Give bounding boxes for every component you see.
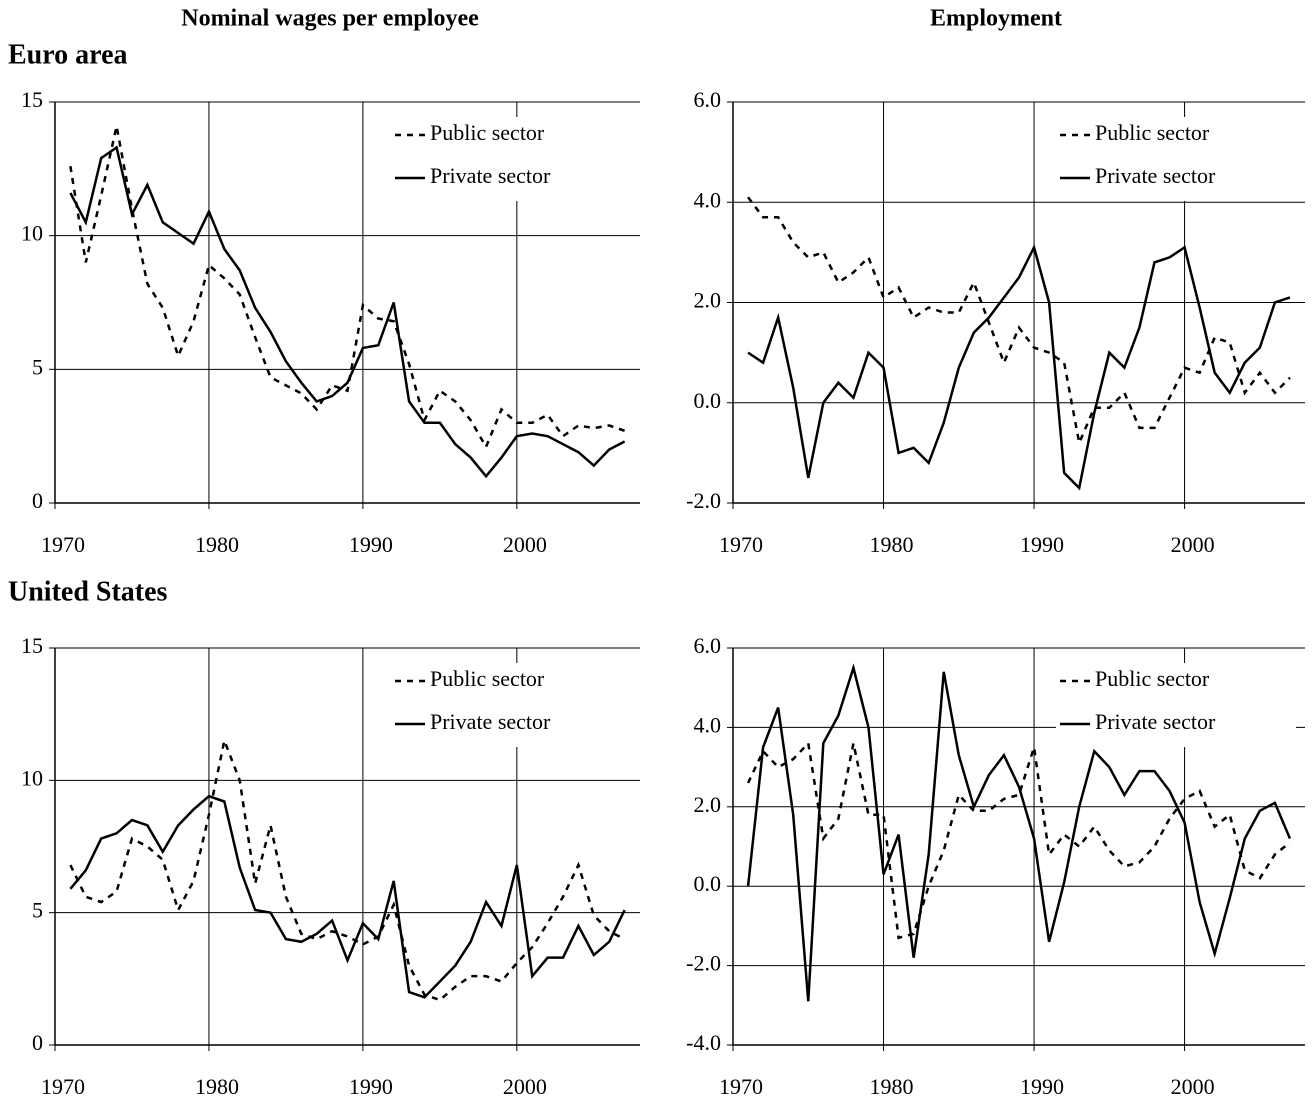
y-tick-label: 0	[32, 1030, 43, 1055]
y-tick-label: 10	[21, 765, 43, 790]
y-tick-label: 2.0	[694, 288, 722, 313]
y-tick-label: 2.0	[694, 792, 722, 817]
series-line	[746, 663, 1292, 1002]
series-line	[69, 736, 626, 1002]
x-tick-label: 1980	[195, 532, 239, 557]
legend-label: Private sector	[430, 163, 551, 188]
x-tick-label: 1970	[719, 532, 763, 557]
x-tick-label: 2000	[503, 532, 547, 557]
y-tick-label: 0	[32, 488, 43, 513]
y-tick-label: 5	[32, 354, 43, 379]
x-tick-label: 1990	[349, 1074, 393, 1099]
y-tick-label: -2.0	[686, 951, 721, 976]
x-tick-label: 1980	[870, 532, 914, 557]
x-tick-label: 2000	[1171, 532, 1215, 557]
y-tick-label: -2.0	[686, 488, 721, 513]
legend-label: Public sector	[1095, 666, 1210, 691]
x-tick-label: 1970	[41, 532, 85, 557]
y-tick-label: 5	[32, 898, 43, 923]
legend-label: Private sector	[430, 709, 551, 734]
x-tick-label: 1980	[195, 1074, 239, 1099]
legend-label: Public sector	[430, 666, 545, 691]
x-tick-label: 1970	[41, 1074, 85, 1099]
legend-box	[391, 663, 631, 747]
series-line	[69, 125, 626, 450]
column-title: Nominal wages per employee	[181, 6, 479, 32]
legend-label: Public sector	[430, 120, 545, 145]
legend-box	[1056, 117, 1296, 201]
y-tick-label: 0.0	[694, 388, 722, 413]
x-tick-label: 1990	[1020, 1074, 1064, 1099]
x-tick-label: 2000	[1171, 1074, 1215, 1099]
y-tick-label: 4.0	[694, 187, 722, 212]
legend-label: Private sector	[1095, 709, 1216, 734]
y-tick-label: -4.0	[686, 1030, 721, 1055]
series-line	[747, 243, 1291, 491]
row-title: Euro area	[8, 39, 128, 70]
x-tick-label: 1970	[719, 1074, 763, 1099]
y-tick-label: 15	[21, 633, 43, 658]
series-line	[746, 740, 1291, 940]
legend-label: Public sector	[1095, 120, 1210, 145]
x-tick-label: 1990	[1020, 532, 1064, 557]
legend-box	[1056, 663, 1296, 747]
legend-box	[391, 117, 631, 201]
y-tick-label: 6.0	[694, 633, 722, 658]
y-tick-label: 4.0	[694, 712, 722, 737]
legend-label: Private sector	[1095, 163, 1216, 188]
x-tick-label: 1980	[870, 1074, 914, 1099]
row-title: United States	[8, 576, 168, 607]
x-tick-label: 2000	[503, 1074, 547, 1099]
series-line	[69, 145, 626, 479]
y-tick-label: 10	[21, 221, 43, 246]
series-line	[69, 794, 626, 999]
column-title: Employment	[930, 6, 1062, 32]
y-tick-label: 15	[21, 87, 43, 112]
series-line	[747, 196, 1291, 448]
y-tick-label: 0.0	[694, 871, 722, 896]
x-tick-label: 1990	[349, 532, 393, 557]
y-tick-label: 6.0	[694, 87, 722, 112]
